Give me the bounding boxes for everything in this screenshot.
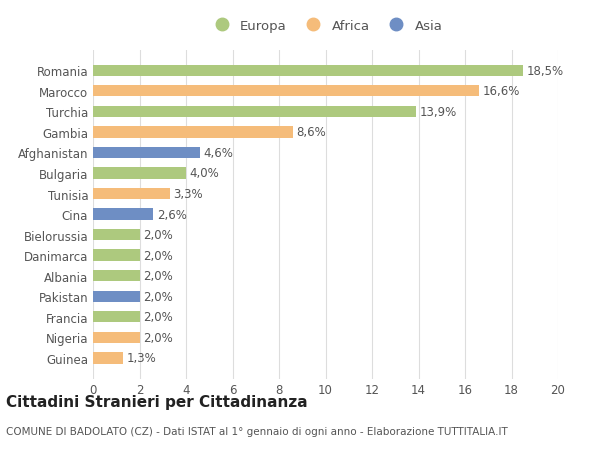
Text: 3,3%: 3,3% — [173, 188, 203, 201]
Bar — [93, 332, 139, 343]
Bar — [93, 312, 139, 323]
Bar — [93, 189, 170, 200]
Text: COMUNE DI BADOLATO (CZ) - Dati ISTAT al 1° gennaio di ogni anno - Elaborazione T: COMUNE DI BADOLATO (CZ) - Dati ISTAT al … — [6, 426, 508, 436]
Text: 16,6%: 16,6% — [482, 85, 520, 98]
Text: 1,3%: 1,3% — [127, 352, 157, 364]
Text: 2,0%: 2,0% — [143, 290, 173, 303]
Bar — [93, 168, 186, 179]
Bar — [93, 86, 479, 97]
Bar — [93, 127, 293, 138]
Text: 8,6%: 8,6% — [296, 126, 326, 139]
Bar — [93, 65, 523, 77]
Bar — [93, 291, 139, 302]
Text: 13,9%: 13,9% — [419, 106, 457, 118]
Bar — [93, 353, 123, 364]
Text: 4,6%: 4,6% — [203, 146, 233, 160]
Bar — [93, 147, 200, 159]
Bar — [93, 209, 154, 220]
Bar — [93, 106, 416, 118]
Bar — [93, 230, 139, 241]
Legend: Europa, Africa, Asia: Europa, Africa, Asia — [203, 14, 448, 38]
Text: 18,5%: 18,5% — [527, 65, 564, 78]
Text: 2,0%: 2,0% — [143, 311, 173, 324]
Text: 2,6%: 2,6% — [157, 208, 187, 221]
Text: 2,0%: 2,0% — [143, 331, 173, 344]
Bar — [93, 270, 139, 282]
Text: Cittadini Stranieri per Cittadinanza: Cittadini Stranieri per Cittadinanza — [6, 394, 308, 409]
Bar — [93, 250, 139, 261]
Text: 2,0%: 2,0% — [143, 249, 173, 262]
Text: 2,0%: 2,0% — [143, 269, 173, 283]
Text: 2,0%: 2,0% — [143, 229, 173, 241]
Text: 4,0%: 4,0% — [190, 167, 219, 180]
